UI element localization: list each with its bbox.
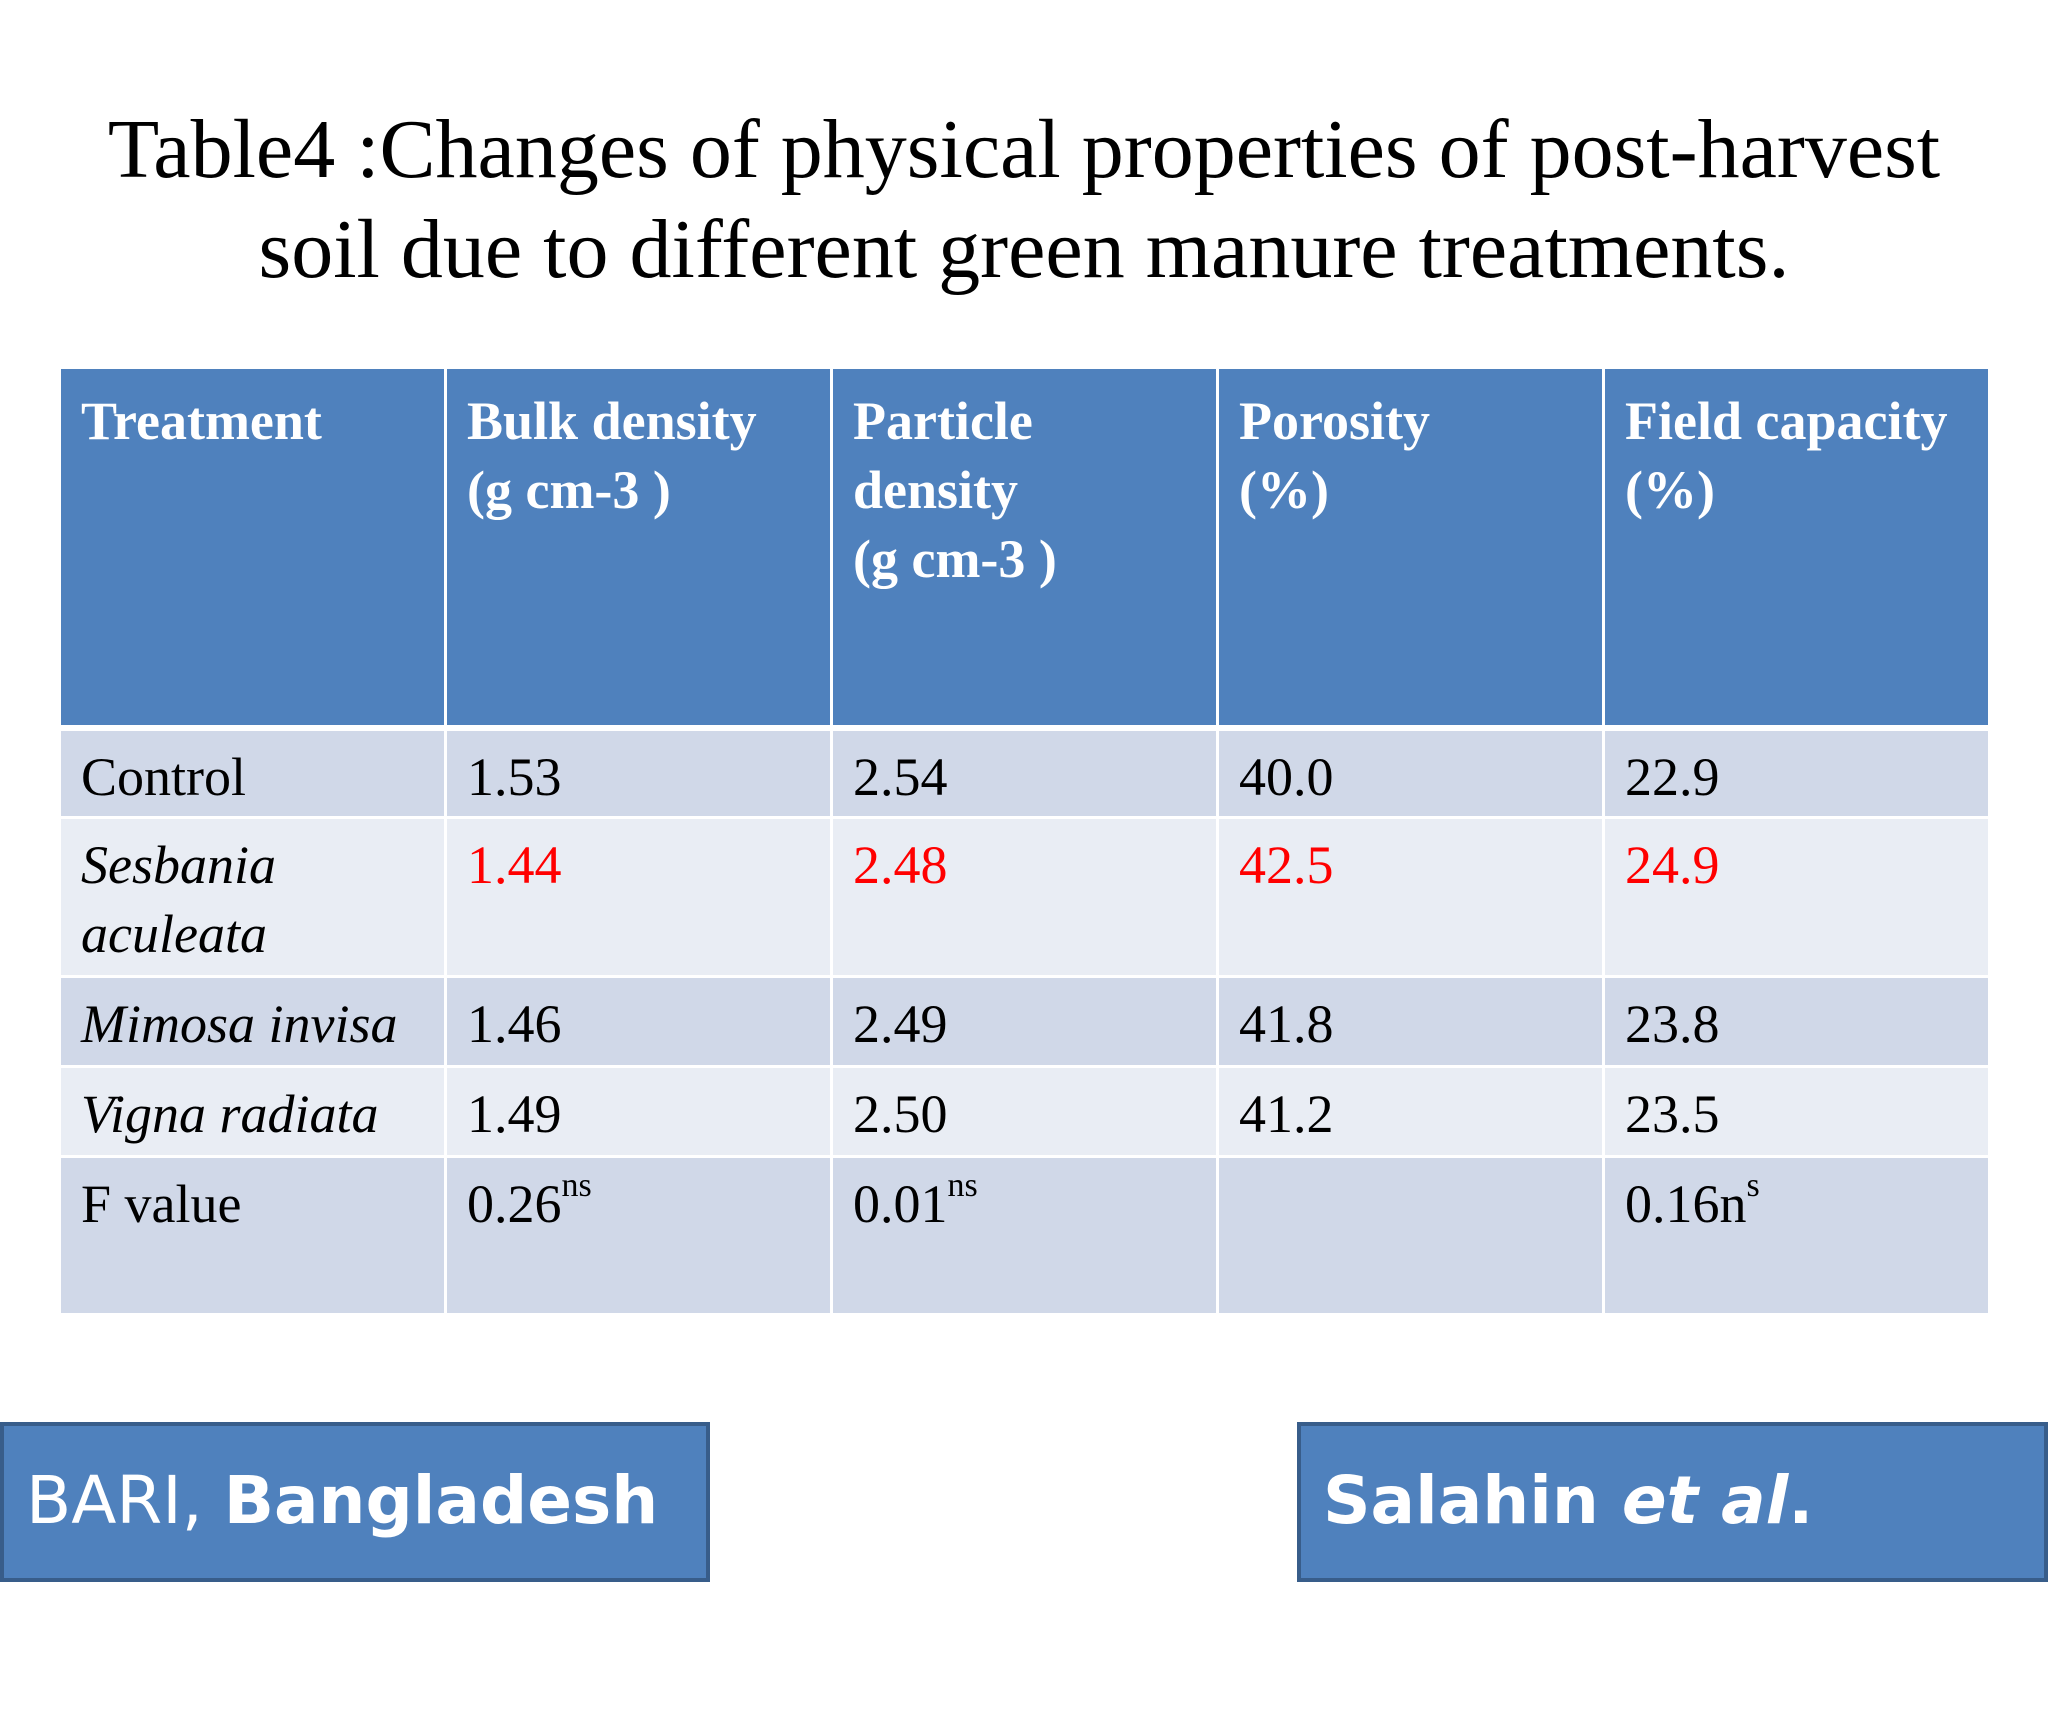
cell-field-capacity: 22.9	[1602, 726, 1991, 819]
cell-f-bulk: 0.26ns	[444, 1155, 833, 1316]
cell-f-field: 0.16ns	[1602, 1155, 1991, 1316]
f-particle-significance: ns	[947, 1167, 978, 1204]
header-particle-line-2: density	[853, 460, 1019, 520]
header-bulk-line-1: Bulk density	[467, 391, 757, 451]
title-line-2: soil due to different green manure treat…	[258, 203, 1790, 296]
treatment-line-1: Sesbania	[81, 835, 276, 895]
table-row: Sesbania aculeata 1.44 2.48 42.5 24.9	[58, 816, 1991, 978]
institution-box: BARI, Bangladesh	[0, 1422, 710, 1582]
table-row: Control 1.53 2.54 40.0 22.9	[58, 726, 1991, 819]
cell-bulk-density: 1.53	[444, 726, 833, 819]
cell-treatment: Mimosa invisa	[58, 975, 447, 1068]
header-field-capacity: Field capacity (%)	[1602, 366, 1991, 731]
cell-particle-density: 2.54	[830, 726, 1219, 819]
treatment-line-2: aculeata	[81, 904, 267, 964]
header-porosity-line-2: (%)	[1239, 460, 1329, 520]
cell-f-label: F value	[58, 1155, 447, 1316]
header-row: Treatment Bulk density (g cm-3 ) Particl…	[58, 366, 1991, 731]
f-bulk-value: 0.26	[467, 1174, 562, 1234]
cell-field-capacity: 23.8	[1602, 975, 1991, 1068]
cell-porosity: 40.0	[1216, 726, 1605, 819]
table-row: Vigna radiata 1.49 2.50 41.2 23.5	[58, 1065, 1991, 1158]
header-porosity: Porosity (%)	[1216, 366, 1605, 731]
cell-particle-density: 2.48	[830, 816, 1219, 978]
cell-treatment: Vigna radiata	[58, 1065, 447, 1158]
cell-treatment: Control	[58, 726, 447, 819]
slide-title: Table4 :Changes of physical properties o…	[0, 100, 2048, 300]
cell-bulk-density: 1.44	[444, 816, 833, 978]
cell-porosity: 41.8	[1216, 975, 1605, 1068]
header-field-line-1: Field capacity	[1625, 391, 1948, 451]
f-value-row: F value 0.26ns 0.01ns 0.16ns	[58, 1155, 1991, 1316]
cell-treatment: Sesbania aculeata	[58, 816, 447, 978]
header-particle-line-3: (g cm-3 )	[853, 529, 1057, 589]
cell-particle-density: 2.50	[830, 1065, 1219, 1158]
soil-properties-table: Treatment Bulk density (g cm-3 ) Particl…	[58, 366, 1991, 1316]
f-field-value: 0.16n	[1625, 1174, 1747, 1234]
header-particle-line-1: Particle	[853, 391, 1033, 451]
cell-porosity: 41.2	[1216, 1065, 1605, 1158]
header-bulk-line-2: (g cm-3 )	[467, 460, 671, 520]
header-porosity-line-1: Porosity	[1239, 391, 1430, 451]
header-particle-density: Particle density (g cm-3 )	[830, 366, 1219, 731]
citation-etal: et al	[1621, 1462, 1789, 1539]
header-bulk-density: Bulk density (g cm-3 )	[444, 366, 833, 731]
cell-f-particle: 0.01ns	[830, 1155, 1219, 1316]
cell-field-capacity: 24.9	[1602, 816, 1991, 978]
citation-author: Salahin	[1323, 1462, 1622, 1539]
cell-particle-density: 2.49	[830, 975, 1219, 1068]
cell-bulk-density: 1.46	[444, 975, 833, 1068]
institution-country: Bangladesh	[223, 1462, 659, 1539]
cell-porosity: 42.5	[1216, 816, 1605, 978]
cell-field-capacity: 23.5	[1602, 1065, 1991, 1158]
table-row: Mimosa invisa 1.46 2.49 41.8 23.8	[58, 975, 1991, 1068]
header-treatment-line: Treatment	[81, 391, 322, 451]
cell-f-porosity	[1216, 1155, 1605, 1316]
institution-name: BARI,	[26, 1462, 224, 1539]
f-field-significance: s	[1746, 1167, 1760, 1204]
citation-box: Salahin et al. (2013)	[1297, 1422, 2048, 1689]
table-header: Treatment Bulk density (g cm-3 ) Particl…	[58, 366, 1991, 731]
f-particle-value: 0.01	[853, 1174, 948, 1234]
cell-bulk-density: 1.49	[444, 1065, 833, 1158]
header-treatment: Treatment	[58, 366, 447, 731]
header-field-line-2: (%)	[1625, 460, 1715, 520]
title-line-1: Table4 :Changes of physical properties o…	[107, 103, 1941, 196]
table-body: Control 1.53 2.54 40.0 22.9 Sesbania acu…	[58, 726, 1991, 1316]
f-bulk-significance: ns	[561, 1167, 592, 1204]
